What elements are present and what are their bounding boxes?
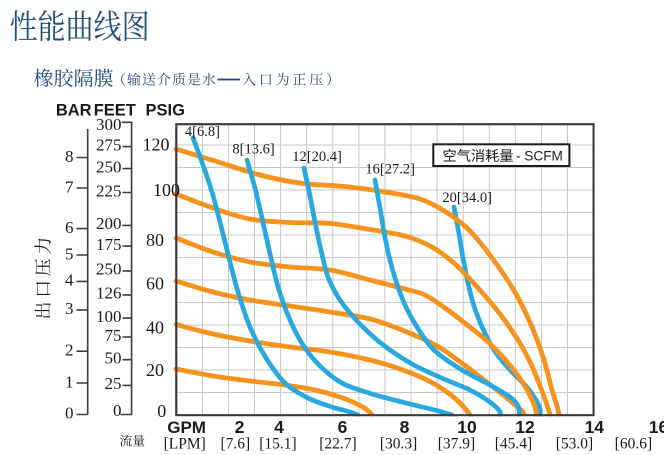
svg-text:100: 100 (153, 180, 180, 200)
svg-text:6: 6 (338, 417, 348, 437)
svg-text:16[27.2]: 16[27.2] (365, 162, 415, 178)
svg-text:PSIG: PSIG (145, 102, 184, 120)
svg-text:8: 8 (400, 417, 410, 437)
svg-text:[7.6]: [7.6] (220, 436, 250, 453)
svg-text:0: 0 (113, 401, 122, 420)
svg-text:[LPM]: [LPM] (164, 436, 206, 453)
svg-text:126: 126 (96, 284, 122, 303)
svg-text:0: 0 (157, 401, 166, 421)
svg-text:12[20.4]: 12[20.4] (292, 149, 342, 165)
svg-text:100: 100 (96, 307, 122, 326)
svg-text:6: 6 (65, 218, 74, 237)
svg-text:[15.1]: [15.1] (259, 436, 296, 453)
svg-text:3: 3 (65, 299, 74, 318)
svg-text:60: 60 (146, 274, 164, 294)
svg-text:200: 200 (96, 214, 122, 233)
svg-text:[22.7]: [22.7] (319, 436, 356, 453)
svg-text:250: 250 (96, 260, 122, 279)
svg-text:GPM: GPM (167, 418, 206, 437)
svg-text:14: 14 (585, 417, 605, 437)
svg-text:[60.6]: [60.6] (615, 436, 652, 453)
svg-text:0: 0 (65, 403, 74, 422)
svg-text:175: 175 (96, 235, 122, 254)
svg-text:8[13.6]: 8[13.6] (232, 142, 274, 158)
svg-text:275: 275 (96, 135, 122, 154)
svg-text:- SCFM: - SCFM (516, 149, 563, 164)
svg-text:50: 50 (105, 349, 122, 368)
svg-text:25: 25 (105, 374, 122, 393)
svg-text:FEET: FEET (94, 102, 136, 120)
svg-text:1: 1 (65, 372, 74, 391)
svg-text:8: 8 (65, 147, 74, 166)
svg-text:7: 7 (65, 177, 74, 196)
svg-text:[30.3]: [30.3] (380, 436, 417, 453)
svg-text:40: 40 (146, 318, 164, 338)
svg-text:10: 10 (457, 417, 477, 437)
svg-text:[45.4]: [45.4] (495, 436, 532, 453)
svg-text:225: 225 (96, 181, 122, 200)
svg-text:80: 80 (146, 230, 164, 250)
svg-text:4: 4 (274, 417, 284, 437)
svg-text:BAR: BAR (56, 102, 92, 120)
svg-text:5: 5 (65, 244, 74, 263)
svg-text:16: 16 (649, 417, 664, 437)
svg-text:4: 4 (65, 271, 74, 290)
svg-text:75: 75 (105, 326, 122, 345)
svg-text:4[6.8]: 4[6.8] (185, 124, 220, 140)
svg-text:120: 120 (143, 135, 170, 155)
svg-text:[37.9]: [37.9] (438, 436, 475, 453)
svg-text:300: 300 (96, 115, 122, 134)
svg-text:12: 12 (515, 417, 535, 437)
svg-text:[53.0]: [53.0] (556, 436, 593, 453)
svg-text:2: 2 (235, 417, 245, 437)
svg-text:20: 20 (146, 360, 164, 380)
svg-text:250: 250 (96, 157, 122, 176)
svg-text:2: 2 (65, 341, 74, 360)
svg-text:20[34.0]: 20[34.0] (442, 190, 492, 206)
